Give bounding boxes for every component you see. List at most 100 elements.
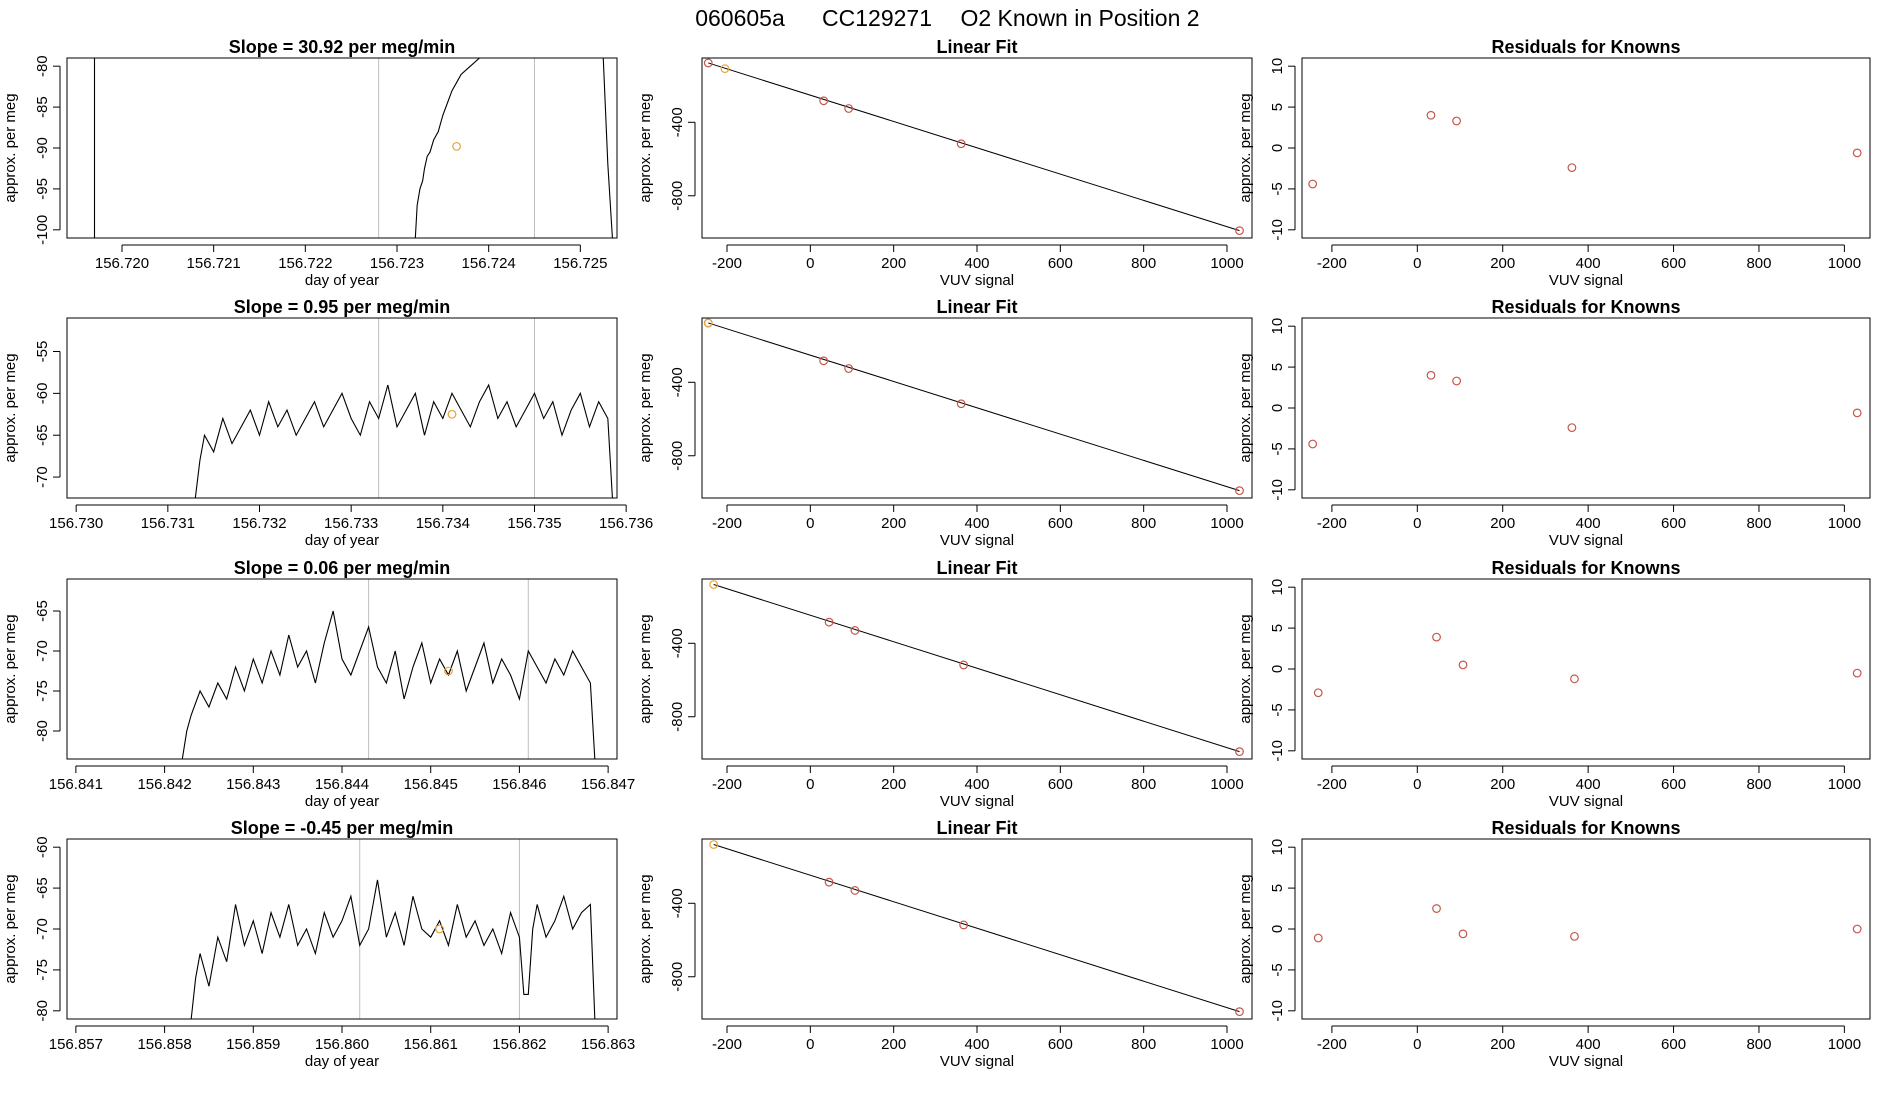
- x-tick-label: 200: [881, 255, 906, 272]
- trace-line: [194, 383, 613, 498]
- x-tick-label: 800: [1131, 515, 1156, 532]
- panel-resid-row-3: -200 0 200 400 600 800 1000 VUV signal -10 -5 0 5 10…: [1237, 558, 1871, 810]
- x-axis-label: VUV signal: [940, 1053, 1014, 1070]
- y-tick-label: -65: [34, 877, 51, 899]
- x-tick-label: 800: [1131, 1036, 1156, 1053]
- x-tick-label: 0: [1413, 1036, 1421, 1053]
- y-tick-label: -80: [34, 1000, 51, 1022]
- x-tick-label: 156.842: [137, 776, 191, 793]
- x-axis-label: VUV signal: [1549, 1053, 1623, 1070]
- marker-point: [452, 141, 461, 151]
- y-axis-label: approx. per meg: [1237, 93, 1254, 202]
- data-point: [956, 399, 966, 409]
- panel-fit-row-4: -200 0 200 400 600 800 1000 VUV signal -400 -800 a…: [637, 818, 1253, 1070]
- plot-area: [703, 58, 1244, 236]
- y-tick-label: -60: [34, 383, 51, 405]
- x-tick-label: 400: [1576, 515, 1601, 532]
- plot-area: [709, 840, 1244, 1017]
- x-tick-label: 156.841: [49, 776, 103, 793]
- data-point: [1432, 632, 1441, 642]
- x-axis-label: VUV signal: [940, 793, 1014, 810]
- x-tick-label: 156.730: [49, 515, 103, 532]
- panel-frame: [1301, 317, 1871, 499]
- y-tick-label: 10: [1269, 58, 1286, 75]
- data-point: [824, 877, 834, 887]
- x-tick-label: -200: [1317, 515, 1347, 532]
- data-point: [844, 104, 854, 113]
- y-axis: -10 -5 0 5 10 approx. per meg: [1237, 58, 1296, 241]
- x-tick-label: 156.725: [553, 255, 607, 272]
- y-tick-label: -100: [34, 215, 51, 245]
- x-tick-label: 800: [1131, 255, 1156, 272]
- trace-line: [190, 879, 596, 1019]
- x-tick-label: 200: [1490, 255, 1515, 272]
- x-axis-label: day of year: [305, 793, 379, 810]
- panel-trace-row-3: 156.841 156.842 156.843 156.844 156.845 156.8…: [2, 558, 635, 810]
- data-point: [844, 364, 854, 373]
- x-axis: -200 0 200 400 600 800 1000 VUV signal: [712, 504, 1244, 549]
- y-tick-label: -70: [34, 640, 51, 662]
- panel-trace-row-2: 156.730 156.731 156.732 156.733 156.734 156.7…: [2, 297, 653, 549]
- y-tick-label: -65: [34, 600, 51, 622]
- y-tick-label: -800: [669, 702, 686, 732]
- x-tick-label: 156.734: [416, 515, 470, 532]
- data-point: [819, 356, 829, 366]
- y-tick-label: -65: [34, 424, 51, 446]
- x-tick-label: 0: [806, 776, 814, 793]
- panel-fit-row-1: -200 0 200 400 600 800 1000 VUV signal -400 -800 a…: [637, 37, 1253, 289]
- x-tick-label: 156.859: [226, 1036, 280, 1053]
- data-point: [1567, 163, 1577, 173]
- x-axis: -200 0 200 400 600 800 1000 VUV signal: [712, 1025, 1244, 1070]
- data-point: [1852, 668, 1862, 678]
- x-tick-label: 600: [1661, 255, 1686, 272]
- x-tick-label: 400: [1576, 776, 1601, 793]
- data-point: [1432, 904, 1441, 913]
- x-tick-label: -200: [1317, 1036, 1347, 1053]
- data-point: [1458, 929, 1468, 939]
- y-tick-label: 5: [1269, 884, 1286, 892]
- x-tick-label: 156.723: [370, 255, 424, 272]
- panel-frame: [701, 578, 1253, 760]
- y-tick-label: 0: [1269, 925, 1286, 933]
- plot-area: [1308, 370, 1862, 449]
- x-axis-label: day of year: [305, 272, 379, 289]
- plot-area: [1313, 904, 1862, 943]
- plot-area: [1313, 632, 1862, 698]
- panel-frame: [1301, 578, 1871, 760]
- x-tick-label: -200: [1317, 776, 1347, 793]
- y-axis-label: approx. per meg: [637, 93, 654, 202]
- data-point: [1313, 688, 1323, 698]
- panel-title: Linear Fit: [936, 818, 1017, 838]
- y-tick-label: -80: [34, 720, 51, 742]
- data-point: [709, 580, 719, 589]
- trace-line: [181, 610, 596, 759]
- y-tick-label: -400: [669, 888, 686, 918]
- y-tick-label: -800: [669, 962, 686, 992]
- x-tick-label: 1000: [1210, 255, 1243, 272]
- fit-line: [713, 584, 1240, 753]
- data-point: [709, 840, 719, 849]
- y-tick-label: -800: [669, 181, 686, 211]
- x-tick-label: 600: [1661, 776, 1686, 793]
- panel-title: Linear Fit: [936, 297, 1017, 317]
- x-tick-label: 156.863: [581, 1036, 635, 1053]
- plot-area: [194, 383, 613, 498]
- x-axis: -200 0 200 400 600 800 1000 VUV signal: [712, 244, 1244, 289]
- x-tick-label: 156.858: [137, 1036, 191, 1053]
- marker-point: [435, 924, 444, 934]
- x-tick-label: 0: [1413, 776, 1421, 793]
- panel-resid-row-2: -200 0 200 400 600 800 1000 VUV signal -10 -5 0 5 10…: [1237, 297, 1871, 549]
- trace-line: [414, 58, 480, 238]
- y-axis: -400 -800 approx. per meg: [637, 874, 696, 992]
- y-axis: -70 -65 -60 -55 approx. per meg: [2, 341, 61, 488]
- x-tick-label: -200: [712, 255, 742, 272]
- y-axis-label: approx. per meg: [2, 93, 19, 202]
- y-tick-label: -55: [34, 341, 51, 363]
- panel-title: Slope = -0.45 per meg/min: [231, 818, 454, 838]
- x-tick-label: 156.721: [187, 255, 241, 272]
- panel-title: Linear Fit: [936, 37, 1017, 57]
- y-tick-label: -10: [1269, 740, 1286, 762]
- x-tick-label: 600: [1048, 1036, 1073, 1053]
- panel-trace-row-1: 156.720 156.721 156.722 156.723 156.724 156.7…: [2, 37, 618, 289]
